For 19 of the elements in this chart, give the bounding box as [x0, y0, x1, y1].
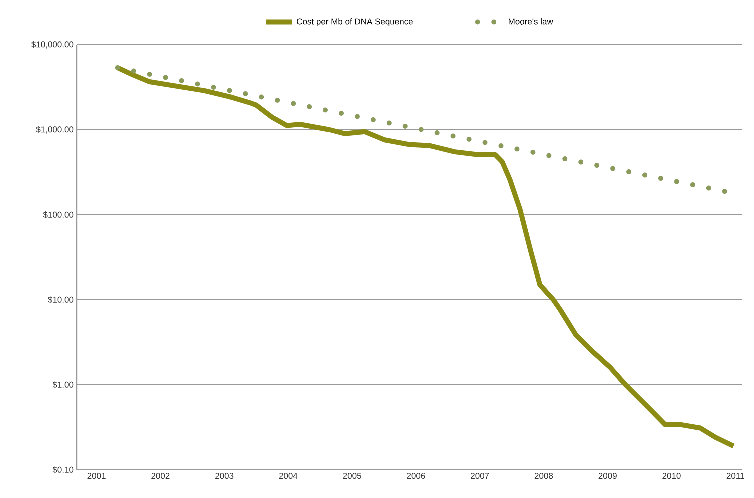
y-tick-label: $1.00	[52, 382, 74, 388]
y-tick-label: $1,000.00	[36, 126, 74, 134]
x-tick-label: 2007	[471, 473, 490, 480]
y-tick-label: $0.10	[52, 466, 74, 474]
x-tick-label: 2010	[662, 473, 681, 480]
x-tick-label: 2004	[279, 473, 298, 480]
x-tick-label: 2011	[726, 473, 744, 480]
x-tick-label: 2009	[598, 473, 617, 480]
y-tick-label: $10,000.00	[32, 41, 74, 49]
legend-label: Moore's law	[509, 18, 554, 25]
legend-label: Cost per Mb of DNA Sequence	[297, 18, 413, 26]
y-tick-label: $10.00	[48, 296, 74, 304]
x-tick-label: 2001	[88, 473, 106, 480]
x-tick-label: 2002	[152, 473, 170, 480]
x-tick-label: 2006	[407, 473, 426, 480]
y-tick-label: $100.00	[43, 212, 74, 218]
x-tick-label: 2005	[343, 473, 362, 480]
x-tick-label: 2008	[534, 473, 554, 480]
x-tick-label: 2003	[216, 473, 234, 480]
